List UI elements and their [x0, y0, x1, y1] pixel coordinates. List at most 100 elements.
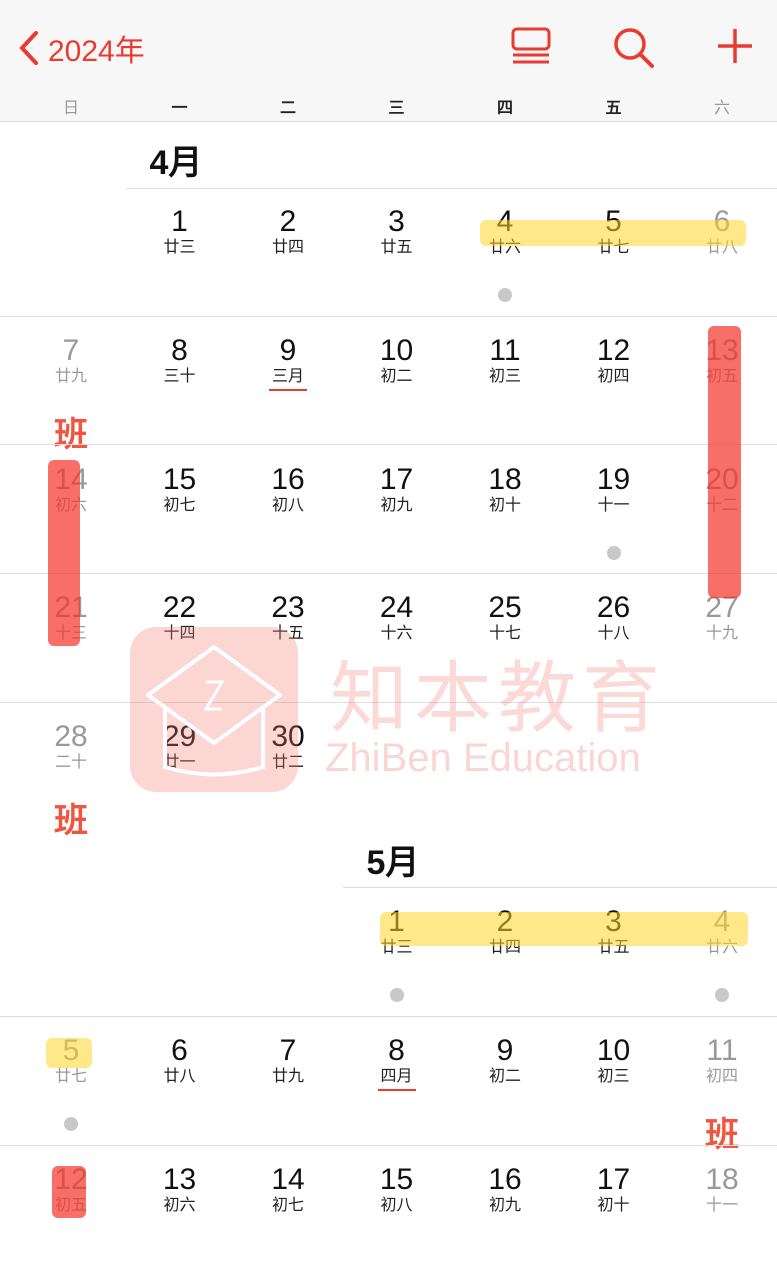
- lunar-date: 十九: [705, 625, 738, 642]
- day-cell[interactable]: 12 初四: [564, 335, 664, 387]
- lunar-date: 三十: [163, 368, 196, 385]
- day-cell[interactable]: 19 十一: [564, 464, 664, 516]
- lunar-date: 十五: [271, 625, 304, 642]
- day-number: 17: [379, 463, 414, 496]
- day-cell[interactable]: 16 初九: [455, 1164, 555, 1216]
- month-divider: [125, 188, 777, 189]
- day-number: 3: [388, 205, 405, 238]
- day-cell[interactable]: 9 三月: [238, 335, 338, 391]
- day-number: 6: [171, 1034, 188, 1067]
- day-cell[interactable]: 13 初六: [130, 1164, 230, 1216]
- watermark-text-cn: 知本教育: [330, 654, 667, 744]
- lunar-month-start-underline: [377, 1089, 416, 1091]
- lunar-date: 初九: [380, 497, 413, 514]
- day-number: 15: [379, 1163, 414, 1196]
- day-cell[interactable]: 7 廿九: [238, 1035, 338, 1087]
- day-cell[interactable]: 14 初七: [238, 1164, 338, 1216]
- day-number: 19: [596, 463, 631, 496]
- graduation-cap-icon: [146, 645, 282, 777]
- day-cell[interactable]: 27 十九: [672, 592, 772, 644]
- month-title: 4月: [149, 144, 203, 182]
- day-cell[interactable]: 30 廿二: [238, 721, 338, 773]
- day-cell[interactable]: 26 十八: [564, 592, 664, 644]
- day-number: 15: [162, 463, 197, 496]
- lunar-date: 十八: [597, 625, 630, 642]
- lunar-date: 三月: [271, 368, 304, 385]
- day-cell[interactable]: 9 初二: [455, 1035, 555, 1087]
- chevron-left-icon: [19, 31, 38, 65]
- day-cell[interactable]: 17 初十: [564, 1164, 664, 1216]
- workday-label: 班: [54, 416, 88, 454]
- day-cell[interactable]: 18 初十: [455, 464, 555, 516]
- day-number: 26: [596, 591, 631, 624]
- weekday-header: 二: [279, 100, 296, 117]
- navigation-bar: 2024年 日 一 二 三 四 五 六: [0, 0, 777, 122]
- back-to-year-button[interactable]: 2024年: [18, 28, 145, 68]
- day-number: 17: [596, 1163, 631, 1196]
- day-number: 16: [488, 1163, 522, 1196]
- day-number: 25: [488, 591, 522, 624]
- day-number: 2: [279, 205, 297, 238]
- lunar-date: 十六: [380, 625, 413, 642]
- day-number: 30: [271, 720, 305, 753]
- lunar-date: 十一: [705, 1197, 738, 1214]
- highlight-yellow-apr-4-6: [480, 220, 746, 246]
- lunar-date: 初七: [271, 1197, 304, 1214]
- day-cell[interactable]: 17 初九: [347, 464, 447, 516]
- watermark-text-en: ZhiBen Education: [325, 736, 641, 780]
- lunar-date: 十四: [163, 625, 196, 642]
- day-cell[interactable]: 11 初三: [455, 335, 555, 387]
- day-cell[interactable]: 25 十七: [455, 592, 555, 644]
- week-divider: [0, 702, 777, 703]
- day-cell[interactable]: 10 初三: [564, 1035, 664, 1087]
- day-cell[interactable]: 28 二十: [21, 721, 121, 773]
- day-number: 11: [706, 1034, 738, 1067]
- search-icon[interactable]: [612, 26, 656, 70]
- plus-icon[interactable]: [715, 26, 755, 66]
- day-cell[interactable]: 16 初八: [238, 464, 338, 516]
- day-cell[interactable]: 22 十四: [130, 592, 230, 644]
- week-divider: [0, 573, 777, 574]
- back-label: 2024年: [48, 35, 145, 68]
- lunar-date: 初七: [163, 497, 196, 514]
- highlight-red-apr-13-27: [708, 326, 741, 598]
- lunar-date: 初四: [597, 368, 630, 385]
- day-cell[interactable]: 15 初七: [130, 464, 230, 516]
- weekday-header: 五: [605, 100, 622, 117]
- event-dot: [389, 988, 404, 1002]
- highlight-yellow-may-5: [46, 1038, 92, 1068]
- month-divider: [342, 887, 777, 888]
- weekday-header: 六: [713, 100, 730, 117]
- day-cell[interactable]: 8 四月: [347, 1035, 447, 1091]
- lunar-date: 初八: [380, 1197, 413, 1214]
- day-number: 10: [379, 334, 414, 367]
- lunar-date: 十七: [488, 625, 521, 642]
- day-number: 7: [279, 1034, 297, 1067]
- day-cell[interactable]: 8 三十: [130, 335, 230, 387]
- day-number: 14: [271, 1163, 305, 1196]
- day-cell[interactable]: 24 十六: [347, 592, 447, 644]
- week-divider: [0, 1016, 777, 1017]
- lunar-date: 廿九: [271, 1068, 304, 1085]
- day-cell[interactable]: 23 十五: [238, 592, 338, 644]
- day-cell[interactable]: 7 廿九: [21, 335, 121, 387]
- day-cell[interactable]: 10 初二: [347, 335, 447, 387]
- lunar-date: 初四: [705, 1068, 738, 1085]
- highlight-red-may-12: [52, 1166, 86, 1218]
- day-cell[interactable]: 18 十一: [672, 1164, 772, 1216]
- day-cell[interactable]: 11 初四: [672, 1035, 772, 1087]
- lunar-date: 十一: [597, 497, 630, 514]
- day-number: 13: [162, 1163, 197, 1196]
- day-cell[interactable]: 15 初八: [347, 1164, 447, 1216]
- day-number: 18: [488, 463, 522, 496]
- list-icon[interactable]: [510, 26, 552, 68]
- weekday-header: 四: [496, 100, 513, 117]
- lunar-date: 廿三: [163, 239, 196, 256]
- lunar-date: 初八: [271, 497, 304, 514]
- day-number: 16: [271, 463, 305, 496]
- day-number: 24: [379, 591, 414, 624]
